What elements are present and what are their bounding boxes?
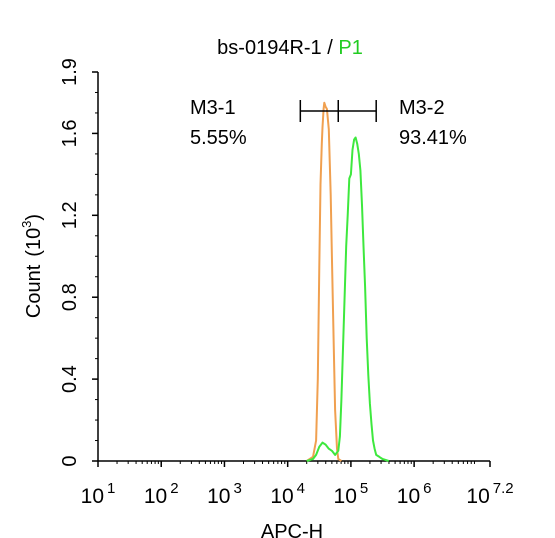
x-tick-label: 10 3 [207,480,242,508]
x-tick-label-exp: 5 [360,480,368,497]
y-tick-label: 0 [59,455,81,466]
y-tick-label: 0.8 [59,283,81,311]
x-tick-label-base: 10 [270,485,293,508]
x-tick-label-exp: 1 [107,480,115,497]
y-axis-label-name: Count [23,264,45,318]
x-tick-label: 10 7.2 [466,480,513,508]
y-axis-label-unit: (10 [23,228,45,257]
chart-title-separator: / [322,37,339,59]
y-tick-label: 1.9 [59,58,81,86]
x-tick-label-base: 10 [397,485,420,508]
chart-title-gate: P1 [338,37,362,59]
x-axis-label: APC-H [261,521,323,538]
x-tick-label-exp: 3 [233,480,241,497]
x-tick-label: 10 4 [270,480,305,508]
x-tick-label: 10 1 [81,480,116,508]
x-tick-label: 10 5 [334,480,369,508]
gate-percent-label: 93.41% [399,127,467,149]
y-tick-label: 1.2 [59,201,81,229]
x-tick-label-base: 10 [207,485,230,508]
y-axis-label-unit-close: ) [23,214,45,221]
gate-name-label: M3-1 [190,97,236,119]
x-tick-label: 10 6 [397,480,432,508]
x-tick-label-base: 10 [466,485,489,508]
x-tick-label-base: 10 [334,485,357,508]
y-tick-label: 1.6 [59,120,81,148]
x-tick-label-exp: 6 [423,480,431,497]
y-axis-label-unit-exp: 3 [19,221,34,228]
gate-name-label: M3-2 [399,97,445,119]
x-tick-label-exp: 7.2 [493,480,514,497]
x-tick-label-exp: 4 [297,480,305,497]
y-tick-label: 0.4 [59,365,81,393]
series-line-green [306,136,390,462]
series-line-orange [306,101,342,462]
x-tick-label-exp: 2 [170,480,178,497]
y-axis-label: Count (103) [19,214,45,318]
x-tick-label-base: 10 [144,485,167,508]
gate-percent-label: 5.55% [190,127,247,149]
x-tick-label-base: 10 [81,485,104,508]
chart-title: bs-0194R-1 / P1 [217,37,363,59]
chart-title-sample: bs-0194R-1 [217,37,322,59]
x-tick-label: 10 2 [144,480,179,508]
